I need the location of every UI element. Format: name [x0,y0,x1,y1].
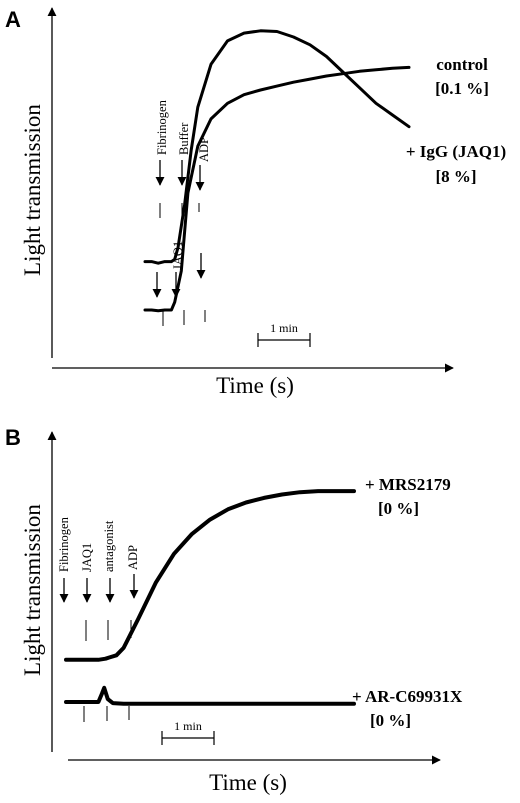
panel-b-antagonist-label: antagonist [102,520,116,572]
panel-a-control-label: control [436,55,488,74]
panel-a-adp-label: ADP [197,137,211,162]
panel-b-mrs-label: + MRS2179 [365,475,451,494]
panel-b-adp-label: ADP [126,545,140,570]
panel-b-jaq1-label: JAQ1 [80,543,94,572]
ar-c69931x-trace [64,685,356,706]
panel-a-traces [143,29,411,313]
panel-b-scale-label: 1 min [174,719,202,733]
panel-b-ar-label: + AR-C69931X [352,687,463,706]
panel-b-x-axis-title: Time (s) [209,770,287,795]
panel-b-label: B [5,425,21,450]
panel-b-fibrinogen-label: Fibrinogen [57,516,71,572]
panel-a-fibrinogen-label: Fibrinogen [155,99,169,155]
panel-a-control-percent: [0.1 %] [435,79,489,98]
panel-a-igg-label: + IgG (JAQ1) [406,142,506,161]
panel-a-jaq1-label: JAQ1 [171,241,185,270]
panel-a-y-axis-title: Light transmission [20,104,45,276]
panel-b: B Light transmission Time (s) Fibrinogen… [5,425,463,795]
panel-b-ar-percent: [0 %] [370,711,411,730]
panel-a-label: A [5,7,21,32]
panel-a-x-axis-title: Time (s) [216,373,294,398]
igg-jaq1-trace [143,65,411,313]
panel-a-igg-percent: [8 %] [435,167,476,186]
panel-a-buffer-label: Buffer [177,122,191,155]
panel-a-scale-label: 1 min [270,321,298,335]
panel-b-mrs-percent: [0 %] [378,499,419,518]
panel-b-y-axis-title: Light transmission [20,504,45,676]
mrs2179-trace [64,489,356,662]
control-trace [143,29,411,265]
panel-a: A Light transmission Time (s) Fibrinogen… [5,7,506,398]
panel-b-traces [64,489,356,706]
